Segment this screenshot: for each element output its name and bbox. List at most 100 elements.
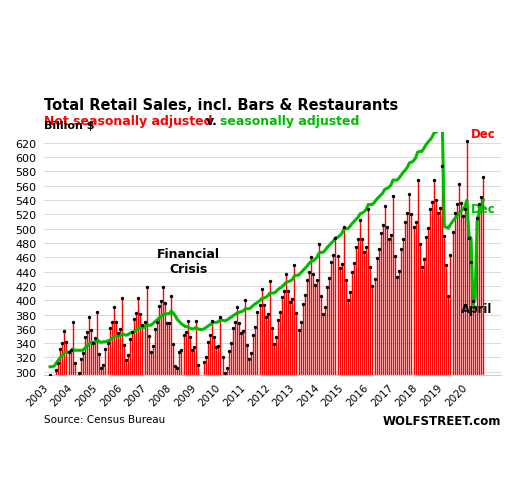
Point xyxy=(393,274,401,282)
Point xyxy=(457,200,465,207)
Point xyxy=(241,296,249,304)
Point xyxy=(75,369,83,377)
Point xyxy=(409,223,417,231)
Point xyxy=(114,329,122,337)
Point xyxy=(342,277,350,285)
Point xyxy=(266,278,274,285)
Point xyxy=(178,346,186,354)
Point xyxy=(239,327,247,335)
Point xyxy=(161,300,169,307)
Point xyxy=(231,318,239,326)
Point xyxy=(89,340,98,347)
Point xyxy=(411,218,420,226)
Point xyxy=(401,218,409,226)
Point xyxy=(344,296,352,304)
Point xyxy=(184,317,192,325)
Point xyxy=(85,313,93,321)
Point xyxy=(169,340,178,348)
Point xyxy=(151,325,159,333)
Point xyxy=(348,268,356,276)
Point xyxy=(354,235,362,243)
Point xyxy=(469,297,477,305)
Point xyxy=(142,284,151,292)
Point xyxy=(471,303,479,311)
Point xyxy=(397,245,406,253)
Point xyxy=(335,264,344,272)
Point xyxy=(377,230,385,238)
Point xyxy=(350,260,358,267)
Point xyxy=(417,263,426,271)
Point xyxy=(188,346,196,354)
Point xyxy=(262,313,270,321)
Point xyxy=(52,366,60,374)
Point xyxy=(126,335,134,343)
Point xyxy=(383,223,391,231)
Point xyxy=(327,259,335,266)
Point xyxy=(403,210,411,218)
Point xyxy=(459,212,467,220)
Point xyxy=(323,283,331,291)
Point xyxy=(352,243,360,251)
Point xyxy=(210,333,218,341)
Point xyxy=(192,317,200,325)
Point xyxy=(461,206,469,214)
Point xyxy=(136,310,144,318)
Point xyxy=(291,262,299,269)
Point xyxy=(167,292,175,300)
Point xyxy=(379,222,387,229)
Point xyxy=(109,303,118,311)
Point xyxy=(455,181,463,189)
Point xyxy=(331,235,340,243)
Point xyxy=(319,310,327,318)
Point xyxy=(171,363,180,370)
Point xyxy=(422,234,430,242)
Point xyxy=(272,334,280,342)
Point xyxy=(138,322,147,329)
Point xyxy=(340,223,348,231)
Point xyxy=(140,318,149,326)
Point xyxy=(216,314,224,322)
Point xyxy=(54,360,62,367)
Point xyxy=(325,275,333,283)
Point xyxy=(373,255,381,263)
Point xyxy=(83,328,91,336)
Point xyxy=(375,246,383,254)
Point xyxy=(413,177,422,184)
Point xyxy=(105,325,114,332)
Point xyxy=(93,308,102,316)
Point xyxy=(428,198,436,206)
Point xyxy=(286,299,295,306)
Point xyxy=(274,316,282,324)
Text: Financial
Crisis: Financial Crisis xyxy=(156,247,219,275)
Point xyxy=(58,340,67,347)
Point xyxy=(157,297,165,305)
Point xyxy=(247,349,255,357)
Point xyxy=(190,343,198,351)
Point xyxy=(163,320,171,327)
Point xyxy=(103,340,111,347)
Point xyxy=(97,365,105,372)
Point xyxy=(465,235,473,243)
Text: v.: v. xyxy=(206,115,218,128)
Point xyxy=(218,354,227,362)
Point xyxy=(432,197,440,204)
Point xyxy=(284,287,293,295)
Point xyxy=(147,349,155,357)
Point xyxy=(144,332,153,340)
Point xyxy=(395,267,404,275)
Point xyxy=(288,295,297,303)
Point xyxy=(309,270,317,278)
Point xyxy=(69,318,77,326)
Point xyxy=(440,232,448,240)
Point xyxy=(180,331,188,339)
Point xyxy=(71,360,79,367)
Point xyxy=(175,349,184,357)
Point xyxy=(122,357,130,365)
Point xyxy=(206,331,214,339)
Point xyxy=(165,320,173,327)
Point xyxy=(444,292,453,300)
Text: WOLFSTREET.com: WOLFSTREET.com xyxy=(383,414,501,427)
Point xyxy=(415,241,424,249)
Point xyxy=(257,286,266,294)
Point xyxy=(214,343,222,350)
